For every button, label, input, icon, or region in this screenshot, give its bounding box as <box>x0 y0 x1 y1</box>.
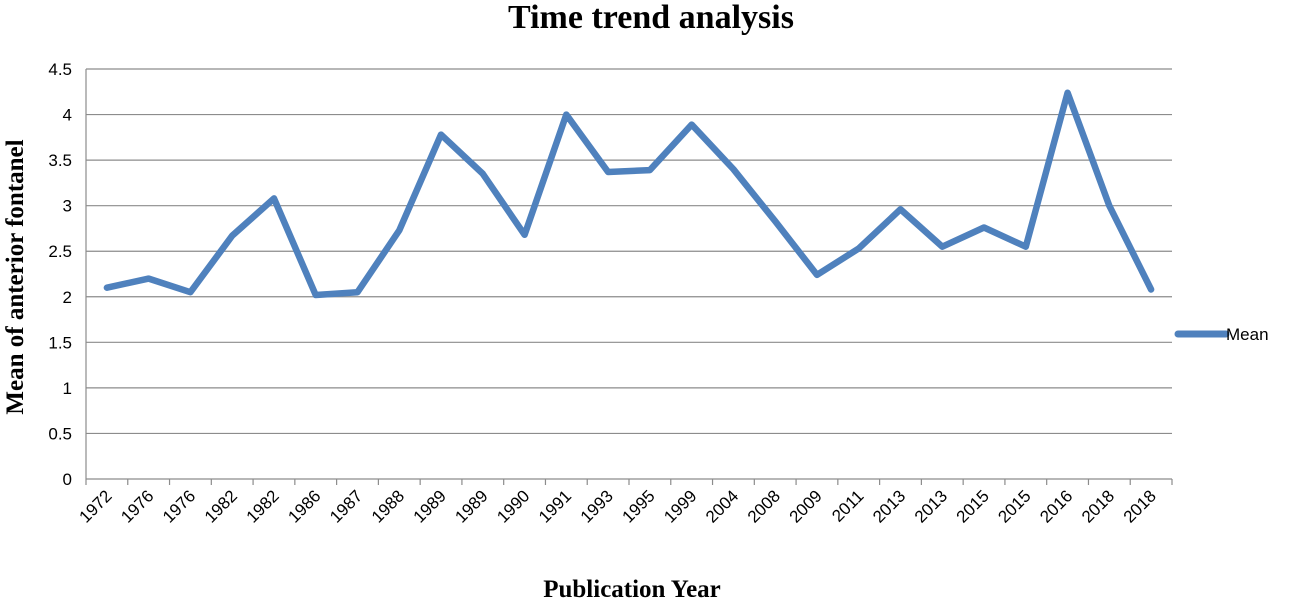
x-tick-label: 1995 <box>619 486 659 526</box>
y-tick-label: 0.5 <box>48 424 72 443</box>
gridlines <box>85 68 1172 480</box>
x-tick-label: 1982 <box>201 486 241 526</box>
x-tick-label: 2015 <box>953 486 993 526</box>
x-axis-ticks: 1972 1976 1976 1982 1982 1986 1987 1988 1989 1989… <box>76 479 1173 527</box>
x-tick-label: 2011 <box>828 486 867 525</box>
x-tick-label: 1972 <box>76 486 116 526</box>
y-tick-label: 3.5 <box>48 151 72 170</box>
chart-title: Time trend analysis <box>508 0 794 36</box>
series-line-mean <box>103 89 1155 299</box>
legend-label-mean: Mean <box>1226 325 1269 344</box>
y-axis-title: Mean of anterior fontanel <box>2 139 29 414</box>
y-tick-label: 4 <box>63 106 72 125</box>
x-tick-label: 1990 <box>493 486 533 526</box>
x-tick-label: 1991 <box>535 486 575 526</box>
x-tick-label: 2009 <box>786 486 826 526</box>
legend: Mean <box>1174 325 1269 344</box>
x-tick-label: 1986 <box>284 486 324 526</box>
x-tick-label: 2004 <box>702 486 742 526</box>
y-tick-label: 3 <box>63 197 72 216</box>
y-tick-label: 4.5 <box>48 60 72 79</box>
x-tick-label: 2018 <box>1078 486 1118 526</box>
x-tick-label: 1982 <box>243 486 283 526</box>
x-tick-label: 2016 <box>1036 486 1076 526</box>
y-tick-label: 1 <box>63 379 72 398</box>
x-tick-label: 2008 <box>744 486 784 526</box>
x-tick-label: 1999 <box>660 486 700 526</box>
x-tick-label: 1989 <box>451 486 491 526</box>
series-layer <box>103 89 1155 299</box>
x-axis-title: Publication Year <box>543 576 721 602</box>
y-axis-ticks: 0 0.5 1 1.5 2 2.5 3 3.5 4 4.5 <box>48 60 72 489</box>
y-tick-label: 2.5 <box>48 242 72 261</box>
x-tick-label: 1993 <box>577 486 617 526</box>
x-tick-label: 2015 <box>994 486 1034 526</box>
y-tick-label: 1.5 <box>48 333 72 352</box>
x-tick-label: 2013 <box>911 486 951 526</box>
x-tick-label: 1987 <box>326 486 366 526</box>
x-tick-label: 1989 <box>410 486 450 526</box>
x-tick-label: 2018 <box>1120 486 1160 526</box>
x-tick-label: 2013 <box>869 486 909 526</box>
x-tick-label: 1976 <box>159 486 199 526</box>
x-tick-label: 1988 <box>368 486 408 526</box>
x-tick-label: 1976 <box>117 486 157 526</box>
y-tick-label: 0 <box>63 470 72 489</box>
y-tick-label: 2 <box>63 288 72 307</box>
